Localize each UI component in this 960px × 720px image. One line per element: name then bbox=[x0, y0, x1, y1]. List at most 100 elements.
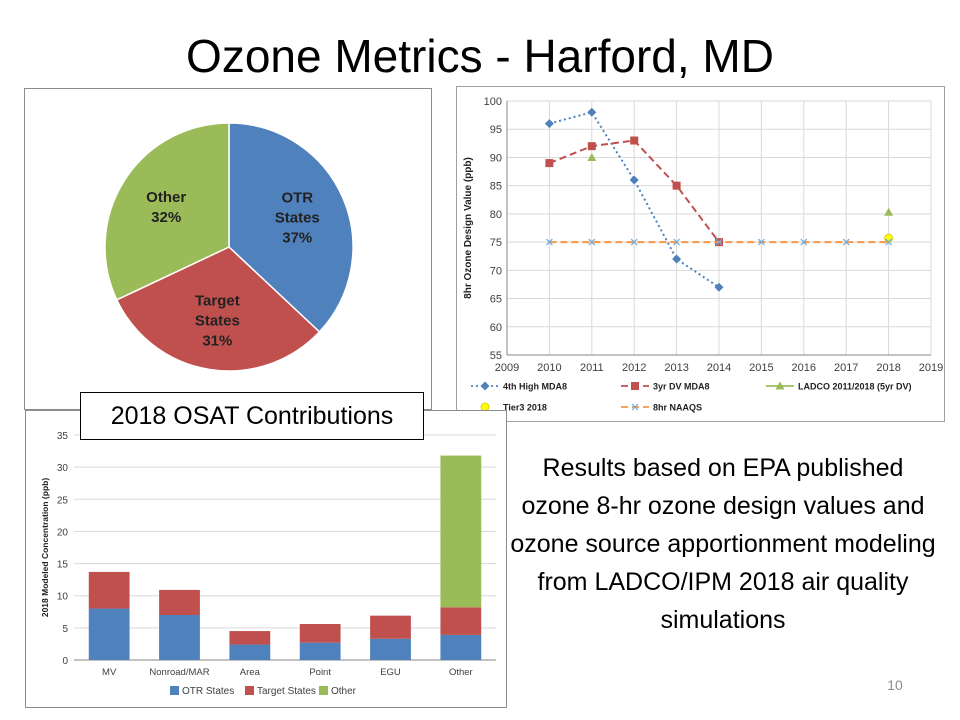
line-point bbox=[587, 142, 596, 151]
legend-swatch bbox=[170, 686, 179, 695]
pie-label-line: OTR bbox=[281, 189, 313, 206]
pie-label-line: 31% bbox=[202, 332, 232, 349]
line-point bbox=[629, 175, 639, 185]
legend-marker bbox=[480, 381, 490, 391]
legend-marker bbox=[775, 381, 785, 390]
line-xtick-label: 2015 bbox=[749, 362, 773, 374]
line-series-4th-high-mda8 bbox=[544, 107, 724, 292]
line-path bbox=[549, 111, 720, 289]
bar-mv-otr-states bbox=[88, 608, 130, 660]
bar-ytick-label: 35 bbox=[57, 431, 69, 442]
line-point bbox=[545, 238, 553, 246]
line-legend-item-ladco-2011-2018-5yr-dv: LADCO 2011/2018 (5yr DV) bbox=[766, 381, 912, 392]
pie-slice-otr bbox=[228, 122, 354, 333]
bar-egu-target-states bbox=[370, 615, 411, 639]
pie-label-line: 37% bbox=[282, 229, 312, 246]
line-series-tier3-2018 bbox=[884, 233, 894, 243]
line-point bbox=[673, 238, 681, 246]
bar-category-label: Other bbox=[449, 667, 473, 678]
bar-legend-item-other: Other bbox=[319, 686, 357, 697]
legend-swatch bbox=[319, 686, 328, 695]
bar-egu-otr-states bbox=[370, 638, 411, 660]
line-xtick-label: 2019 bbox=[919, 362, 943, 374]
line-point bbox=[884, 233, 894, 243]
bar-chart: 0 5 10 15 20 25 30 35 2018 Modeled Concentration… bbox=[40, 431, 496, 697]
x-stroke bbox=[588, 238, 596, 246]
x-stroke bbox=[757, 238, 765, 246]
bar-legend-item-target-states: Target States bbox=[245, 686, 316, 697]
x-stroke bbox=[630, 238, 638, 246]
line-xtick-label: 2011 bbox=[580, 362, 604, 374]
osat-caption: 2018 OSAT Contributions bbox=[80, 392, 424, 440]
line-legend-item-3yr-dv-mda8: 3yr DV MDA8 bbox=[621, 382, 710, 392]
pie-slice-other bbox=[104, 122, 230, 301]
bar-nonroad-mar-otr-states bbox=[159, 615, 200, 660]
legend-marker bbox=[631, 403, 639, 411]
bar-category-label: Area bbox=[240, 667, 261, 678]
line-point bbox=[800, 238, 808, 246]
line-xtick-label: 2009 bbox=[495, 362, 519, 374]
bar-category-label: MV bbox=[102, 667, 117, 678]
bar-point-target-states bbox=[299, 624, 341, 643]
pie-label-line: States bbox=[275, 209, 320, 226]
pie-label-other: Other 32% bbox=[146, 189, 186, 226]
line-point bbox=[714, 282, 724, 292]
pie-chart-panel: OTR States 37% Target States 31% Other 32% bbox=[24, 88, 432, 410]
pie-slice-target bbox=[115, 246, 321, 372]
line-xtick-label: 2016 bbox=[792, 362, 816, 374]
bar-legend-item-otr-states: OTR States bbox=[170, 686, 234, 697]
bar-ytick-label: 30 bbox=[57, 463, 69, 474]
line-point bbox=[630, 238, 638, 246]
bar-ytick-label: 25 bbox=[57, 495, 69, 506]
bar-other-otr-states bbox=[440, 634, 482, 660]
line-ytick-label: 95 bbox=[490, 124, 502, 136]
line-xtick-label: 2018 bbox=[876, 362, 900, 374]
line-point bbox=[757, 238, 765, 246]
x-stroke bbox=[800, 238, 808, 246]
bar-mv-target-states bbox=[88, 571, 130, 609]
x-stroke bbox=[715, 238, 723, 246]
slide-title: Ozone Metrics - Harford, MD bbox=[186, 30, 774, 82]
bar-y-axis-label: 2018 Modeled Concentration (ppb) bbox=[40, 478, 50, 617]
line-point bbox=[672, 254, 682, 264]
legend-label: 8hr NAAQS bbox=[653, 403, 702, 413]
x-stroke bbox=[545, 238, 553, 246]
line-xtick-label: 2017 bbox=[834, 362, 858, 374]
x-stroke bbox=[885, 238, 893, 246]
pie-label-line: States bbox=[195, 312, 240, 329]
line-xtick-label: 2012 bbox=[622, 362, 646, 374]
line-ytick-label: 55 bbox=[490, 350, 502, 362]
x-stroke bbox=[842, 238, 850, 246]
legend-label: 4th High MDA8 bbox=[503, 382, 567, 392]
line-legend-item-4th-high-mda8: 4th High MDA8 bbox=[471, 381, 567, 392]
line-ytick-label: 70 bbox=[490, 265, 502, 277]
line-ytick-label: 90 bbox=[490, 152, 502, 164]
pie-chart: OTR States 37% Target States 31% Other 32% bbox=[104, 122, 354, 372]
bar-ytick-label: 15 bbox=[57, 560, 69, 571]
line-point bbox=[587, 107, 597, 117]
legend-label: LADCO 2011/2018 (5yr DV) bbox=[798, 382, 912, 392]
line-ytick-label: 75 bbox=[490, 237, 502, 249]
bar-category-label: Point bbox=[309, 667, 331, 678]
line-point bbox=[588, 238, 596, 246]
bar-area-otr-states bbox=[229, 644, 271, 660]
x-stroke bbox=[631, 403, 639, 411]
legend-marker bbox=[631, 382, 639, 390]
pie-label-line: Target bbox=[195, 292, 240, 309]
line-point bbox=[842, 238, 850, 246]
line-ytick-label: 65 bbox=[490, 294, 502, 306]
line-xtick-label: 2010 bbox=[537, 362, 561, 374]
line-point bbox=[630, 136, 639, 145]
bar-ytick-label: 10 bbox=[57, 592, 69, 603]
line-chart: 55 60 65 70 75 80 85 90 95 100 2009 2010 2011 2012 201… bbox=[463, 96, 943, 413]
line-chart-panel: 55 60 65 70 75 80 85 90 95 100 2009 2010 2011 2012 201… bbox=[456, 86, 945, 422]
bar-ytick-label: 5 bbox=[62, 624, 68, 635]
bar-other-target-states bbox=[440, 607, 482, 635]
bar-ytick-label: 20 bbox=[57, 527, 69, 538]
line-xtick-label: 2013 bbox=[664, 362, 688, 374]
line-point bbox=[587, 152, 597, 161]
bar-point-otr-states bbox=[299, 642, 341, 660]
line-ytick-label: 85 bbox=[490, 181, 502, 193]
line-legend-item-8hr-naaqs: 8hr NAAQS bbox=[621, 403, 702, 413]
line-point bbox=[545, 159, 554, 168]
